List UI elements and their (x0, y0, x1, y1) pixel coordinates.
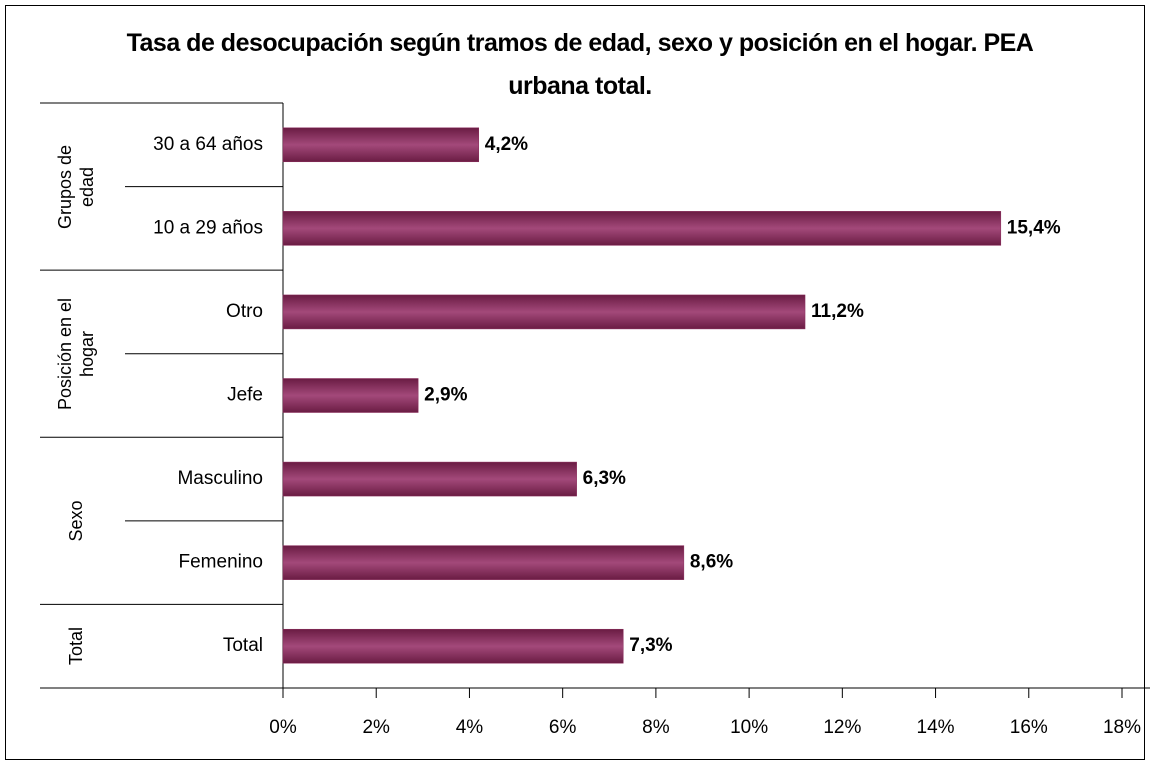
value-label: 6,3% (583, 468, 626, 489)
x-tick-label: 12% (823, 717, 861, 738)
group-label: Posición en el hogar (55, 297, 97, 410)
category-label: Otro (226, 301, 263, 322)
category-label: Masculino (177, 468, 263, 489)
group-label: Total (66, 627, 86, 666)
x-tick-label: 10% (730, 717, 768, 738)
x-tick-label: 18% (1103, 717, 1141, 738)
group-label: Sexo (66, 500, 86, 542)
category-label: 30 a 64 años (153, 134, 263, 155)
value-label: 15,4% (1007, 217, 1061, 238)
bar (282, 545, 685, 580)
value-label: 8,6% (690, 552, 733, 573)
value-label: 7,3% (629, 635, 672, 656)
bar (282, 461, 577, 497)
bar (282, 127, 480, 163)
x-tick-label: 8% (642, 717, 670, 738)
bar (282, 628, 624, 664)
group-label: Grupos de edad (55, 144, 97, 229)
bar (282, 211, 1002, 246)
value-label: 11,2% (811, 301, 864, 322)
bar (282, 378, 419, 413)
category-label: Jefe (227, 385, 263, 406)
x-tick-label: 14% (917, 717, 955, 738)
x-tick-label: 4% (456, 717, 484, 738)
chart-title: Tasa de desocupación según tramos de eda… (126, 29, 1034, 100)
value-label: 2,9% (424, 385, 467, 406)
x-tick-label: 6% (549, 717, 577, 738)
category-label: Total (223, 635, 263, 656)
category-label: 10 a 29 años (153, 217, 263, 238)
value-label: 4,2% (485, 134, 528, 155)
x-tick-label: 16% (1010, 717, 1048, 738)
x-tick-label: 0% (269, 717, 297, 738)
bar (282, 294, 806, 330)
x-tick-label: 2% (362, 717, 390, 738)
category-label: Femenino (179, 552, 264, 573)
